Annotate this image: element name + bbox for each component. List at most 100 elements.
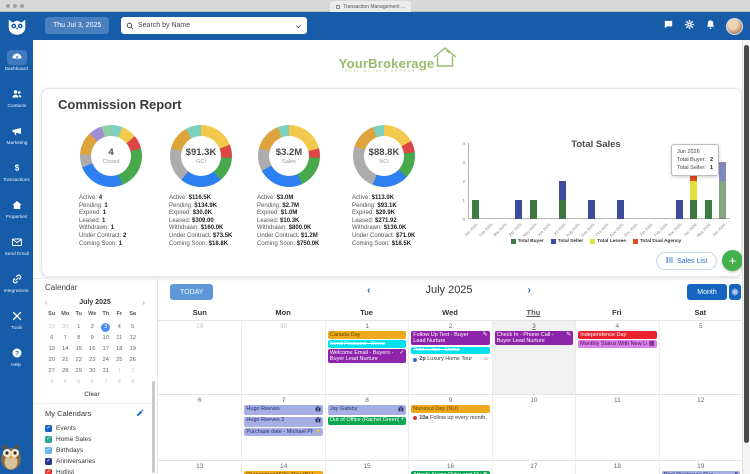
checkbox-icon[interactable]: ✓ (45, 436, 52, 443)
calendar-prev-icon[interactable]: ‹ (367, 284, 371, 296)
sidebar-item-send-email[interactable]: Send Email (0, 227, 33, 264)
calendar-day-cell[interactable]: 16Attach: Name Rider and Flyer Box⊗ (408, 461, 491, 474)
search-input[interactable]: Search by Name (121, 17, 307, 34)
mini-day[interactable]: 6 (50, 335, 54, 341)
scrollbar-thumb[interactable] (744, 45, 749, 443)
mini-day[interactable]: 15 (75, 346, 82, 352)
calendar-day-cell[interactable]: 7 Hugo Reeves Hugo Reeves 2 Purchase date -… (241, 395, 324, 460)
calendar-event[interactable]: 2p Luxury Home Tour ⌂ (411, 356, 489, 364)
bar-apr-2026[interactable] (690, 200, 698, 219)
calendar-filter-anniversaries[interactable]: ✓ Anniversaries (45, 456, 95, 467)
calendar-next-icon[interactable]: › (527, 284, 531, 296)
mini-day[interactable]: 24 (102, 357, 109, 363)
bar-mar-2026[interactable] (675, 200, 683, 219)
mini-day[interactable]: 5 (77, 379, 81, 385)
mini-clear-link[interactable]: Clear (84, 391, 100, 398)
calendar-day-cell[interactable]: 8 Jay Gatsby Out of Office (Rachel Green) + (324, 395, 408, 460)
mini-day[interactable]: 3 (50, 379, 54, 385)
bar-apr-2025[interactable] (515, 200, 523, 219)
mini-day[interactable]: 19 (129, 346, 136, 352)
mini-day[interactable]: 2 (131, 368, 135, 374)
bar-may-2025[interactable] (530, 200, 537, 219)
calendar-day-cell[interactable]: 3 Check In - Phone Call - Buyer Lead Nurt… (491, 321, 576, 394)
mini-day[interactable]: 17 (102, 346, 109, 352)
mini-day[interactable]: 11 (116, 335, 123, 341)
bar-sep-2025[interactable] (588, 200, 596, 219)
mini-day[interactable]: 7 (104, 379, 108, 385)
mini-day[interactable]: 29 (48, 324, 55, 330)
calendar-day-cell[interactable]: 17 (491, 461, 575, 474)
sidebar-item-dashboard[interactable]: Dashboard (0, 42, 33, 79)
calendar-day-cell[interactable]: 12 (658, 395, 742, 460)
calendar-day-cell[interactable]: 9 Nunavut Day (NU) 10a Follow up every mon… (408, 395, 491, 460)
calendar-event[interactable]: 10a Follow up every month. (411, 414, 489, 422)
calendar-filter-hotlist[interactable]: ✓ Hotlist (45, 467, 95, 474)
sidebar-item-transactions[interactable]: $ Transactions (0, 153, 33, 190)
view-month-button[interactable]: Month (687, 284, 727, 300)
mini-day[interactable]: 4 (63, 379, 67, 385)
calendar-day-cell[interactable]: 29 (158, 321, 241, 394)
bar-jul-2025[interactable] (559, 181, 567, 200)
sidebar-item-help[interactable]: ? Help (0, 338, 33, 375)
brokermint-owl-logo[interactable] (5, 15, 29, 37)
browser-tab[interactable]: Transaction Management ... (330, 1, 412, 12)
sidebar-item-marketing[interactable]: Marketing (0, 116, 33, 153)
mini-day[interactable]: 28 (62, 368, 69, 374)
donut-ring[interactable]: $88.8K NCI (353, 125, 415, 187)
sidebar-item-integrations[interactable]: Integrations (0, 264, 33, 301)
calendar-day-cell[interactable]: 2 Follow Up Text - Buyer Lead Nurture ✎ Pri… (408, 321, 491, 394)
bar-apr-2026[interactable] (690, 181, 698, 200)
mini-day[interactable]: 9 (90, 335, 94, 341)
calendar-day-cell[interactable]: 15 (324, 461, 408, 474)
checkbox-icon[interactable]: ✓ (45, 425, 52, 432)
calendar-event[interactable]: Monthly Status With New Leads▦ (578, 340, 657, 348)
mini-day[interactable]: 10 (102, 335, 109, 341)
sales-list-button[interactable]: Sales List (656, 252, 718, 270)
calendar-day-cell[interactable]: 14 Orangemenâ€™s Day (NL) (241, 461, 324, 474)
calendar-event[interactable]: Hugo Reeves 2 (244, 416, 323, 427)
calendar-settings-gear-icon[interactable] (729, 284, 741, 300)
calendar-filter-birthdays[interactable]: ✓ Birthdays (45, 445, 95, 456)
mini-day[interactable]: 16 (89, 346, 96, 352)
bar-jan-2025[interactable] (471, 200, 479, 219)
mini-day[interactable]: 27 (48, 368, 55, 374)
calendar-event[interactable]: Jay Gatsby (327, 405, 407, 415)
calendar-event[interactable]: Independence Day (578, 331, 657, 339)
add-sale-button[interactable]: + (722, 250, 743, 271)
calendar-day-cell[interactable]: 1 Canada Day Send Postcard - Demo Welcome E… (324, 321, 408, 394)
date-button[interactable]: Thu Jul 3, 2025 (45, 17, 110, 34)
calendar-day-cell[interactable]: 13 (158, 461, 241, 474)
mini-day[interactable]: 14 (62, 346, 69, 352)
calendar-filter-events[interactable]: ✓ Events (45, 423, 95, 434)
mini-day[interactable]: 30 (89, 368, 96, 374)
mini-day[interactable]: 8 (77, 335, 81, 341)
calendar-filter-home-sales[interactable]: ✓ Home Sales (45, 434, 95, 445)
window-controls[interactable] (6, 4, 24, 8)
mini-day[interactable]: 4 (117, 324, 121, 330)
calendar-event[interactable]: Out of Office (Rachel Green) + (327, 416, 407, 425)
sidebar-scrollbar[interactable] (152, 381, 155, 473)
bell-icon[interactable] (705, 17, 716, 35)
chevron-down-icon[interactable] (295, 17, 302, 35)
bar-jun-2026[interactable] (719, 162, 727, 181)
calendar-event[interactable]: Follow Up Text - Buyer Lead Nurture ✎ (411, 331, 490, 345)
bar-may-2026[interactable] (704, 200, 712, 219)
mini-day[interactable]: 9 (131, 379, 135, 385)
mini-day[interactable]: 22 (75, 357, 82, 363)
mini-day[interactable]: 2 (90, 324, 94, 330)
calendar-event[interactable]: Welcome Email - Buyers - Buyer Lead Nurt… (327, 349, 407, 363)
mini-day[interactable]: 25 (116, 357, 123, 363)
mini-day[interactable]: 26 (129, 357, 136, 363)
mini-day[interactable]: 18 (116, 346, 123, 352)
bar-jul-2025[interactable] (559, 200, 567, 219)
mini-day[interactable]: 1 (117, 368, 121, 374)
mini-day[interactable]: 6 (90, 379, 94, 385)
calendar-day-cell[interactable]: 18 (575, 461, 658, 474)
calendar-event[interactable]: Print Letter - Demo (411, 346, 490, 354)
mini-day[interactable]: 21 (62, 357, 69, 363)
donut-ring[interactable]: $91.3K GCI (170, 125, 232, 187)
calendar-event[interactable]: Check In - Phone Call - Buyer Lead Nurtu… (494, 331, 574, 345)
bar-jun-2026[interactable] (719, 181, 727, 219)
calendar-event[interactable]: Purchase date - Michael Phelps★ (244, 428, 323, 436)
calendar-day-cell[interactable]: 10 (491, 395, 575, 460)
